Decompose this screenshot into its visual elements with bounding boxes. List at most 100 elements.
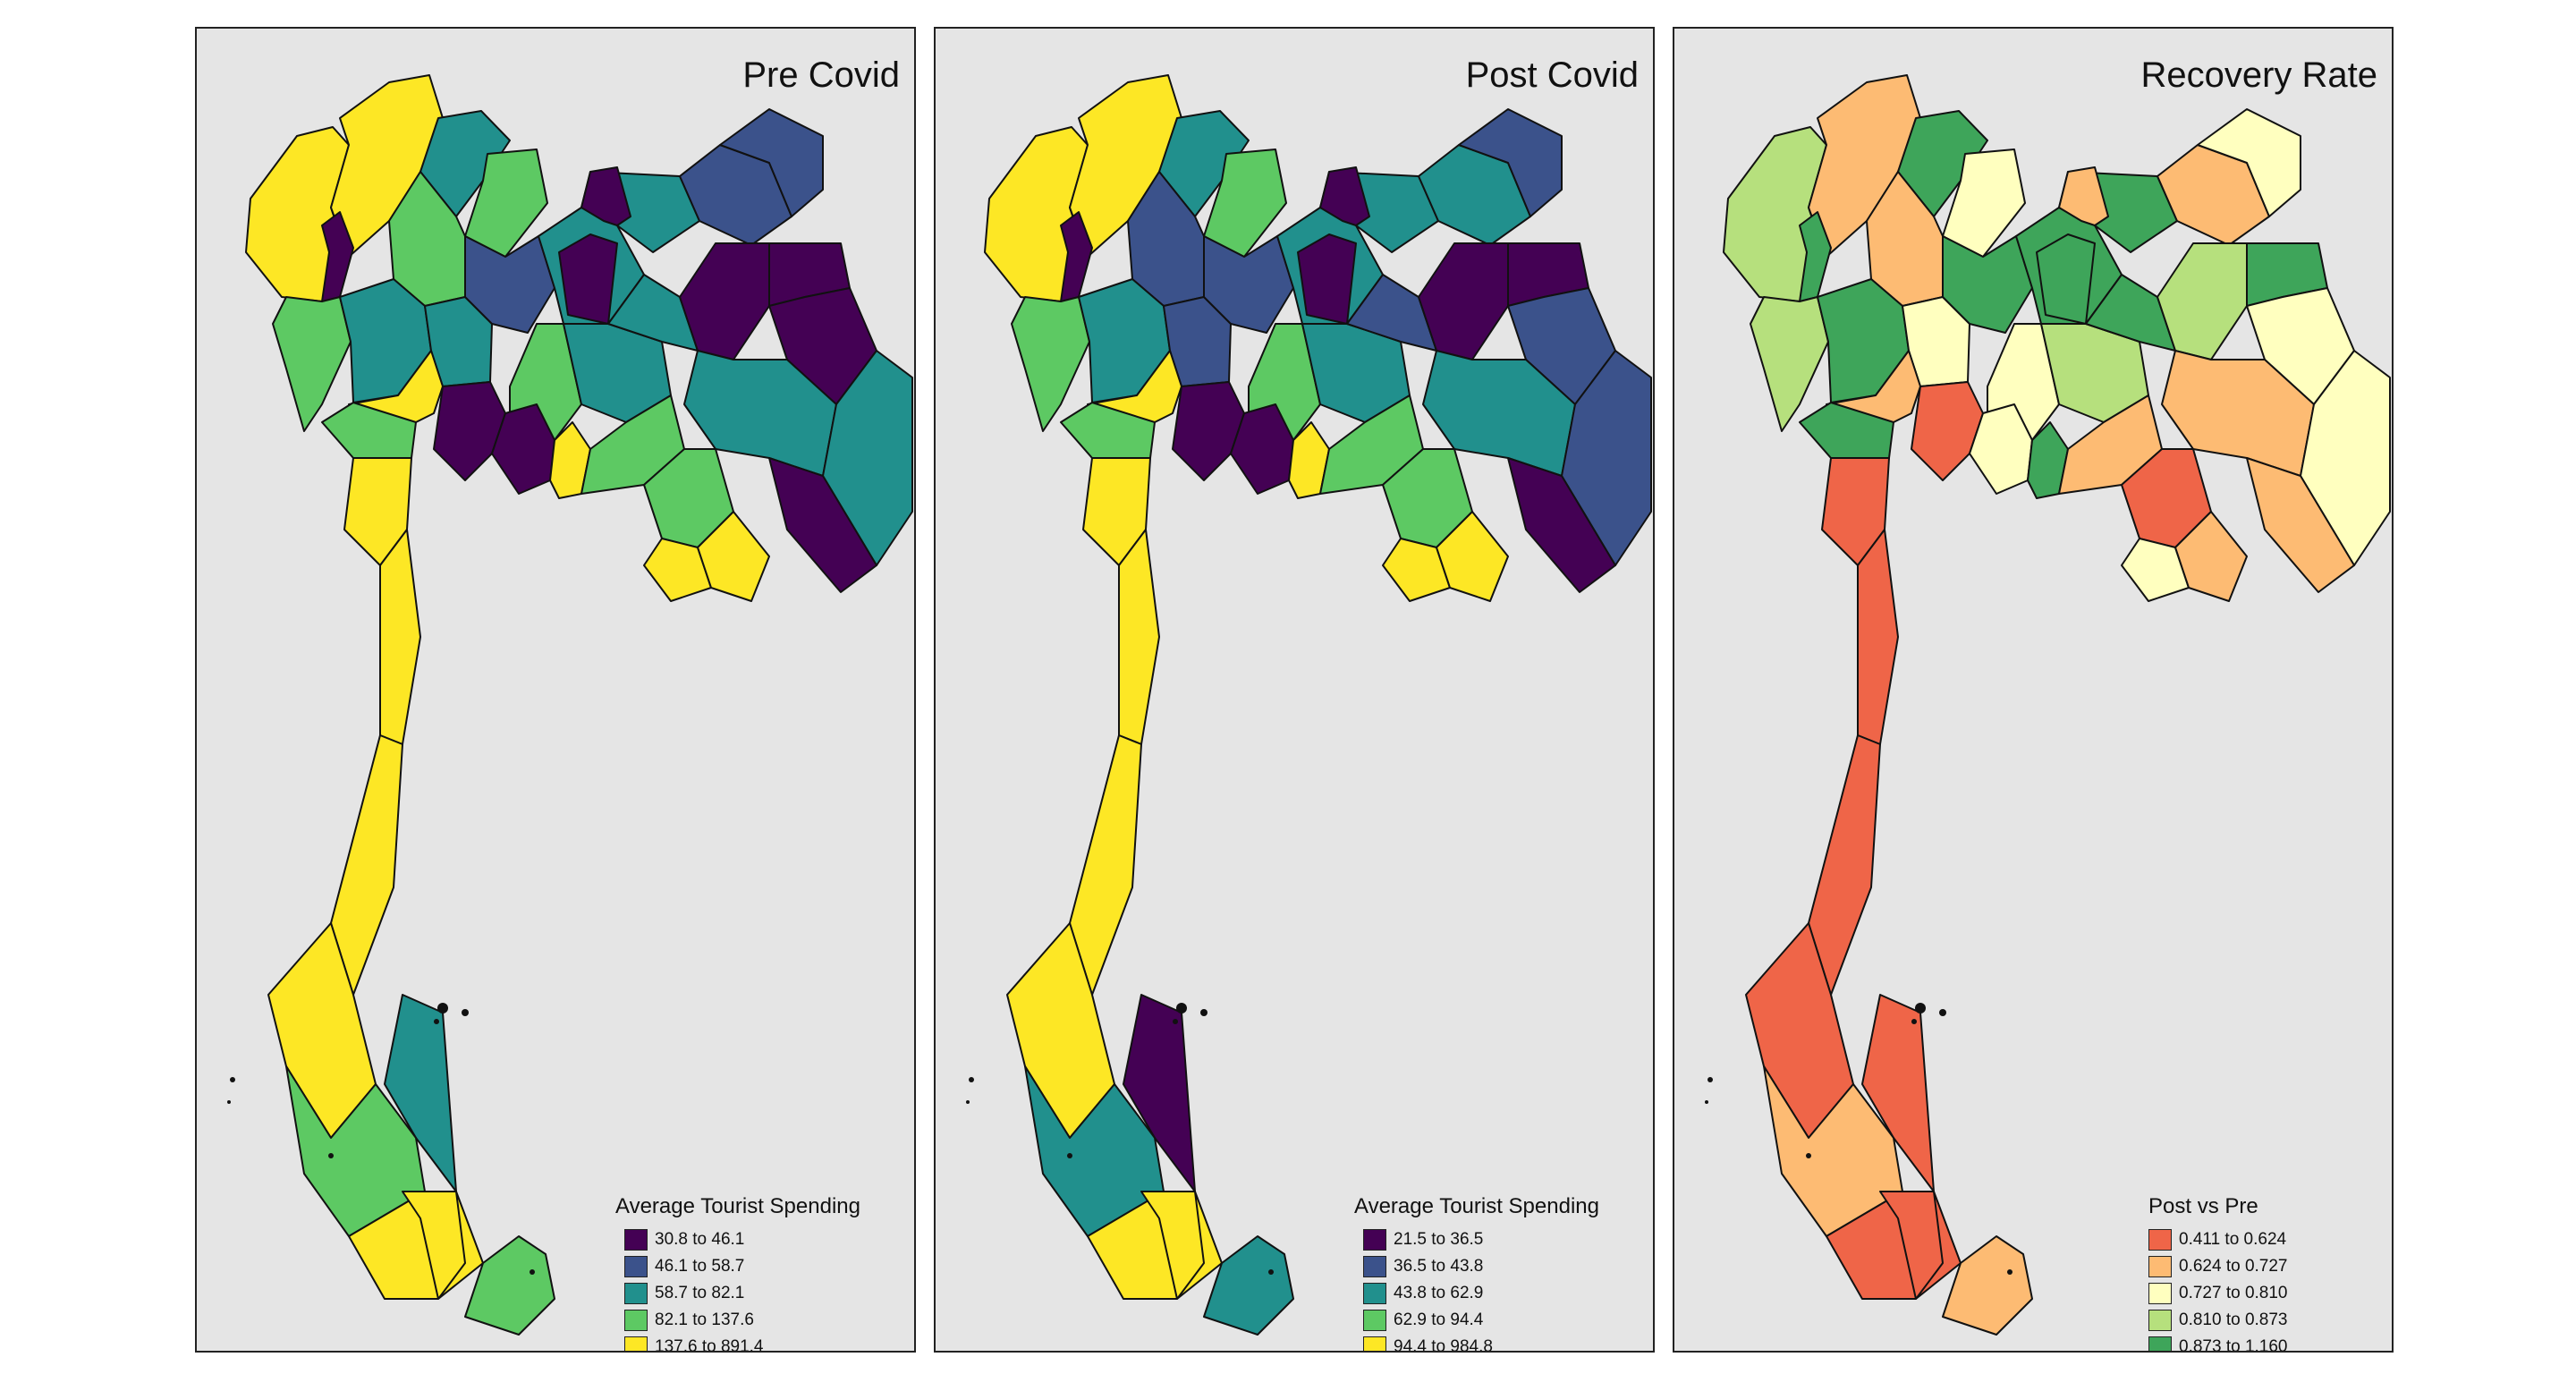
legend-swatch (1363, 1229, 1386, 1251)
legend-swatch (624, 1283, 648, 1304)
province-region (1011, 296, 1090, 432)
legend-label: 94.4 to 984.8 (1394, 1337, 1493, 1353)
legend-item: 0.727 to 0.810 (2140, 1280, 2288, 1307)
legend-item: 0.810 to 0.873 (2140, 1307, 2288, 1334)
province-region (1911, 381, 1984, 481)
island-marker (434, 1019, 439, 1024)
province-region (768, 457, 877, 593)
island-marker (966, 1100, 970, 1104)
province-region (384, 994, 457, 1192)
legend-label: 0.727 to 0.810 (2179, 1284, 2288, 1302)
province-region (719, 108, 824, 217)
legend-swatch (624, 1256, 648, 1277)
legend-item: 0.873 to 1.160 (2140, 1334, 2288, 1351)
legend-label: 62.9 to 94.4 (1394, 1310, 1484, 1329)
legend-swatch (1363, 1283, 1386, 1304)
island-marker (1806, 1153, 1811, 1158)
island-marker (1939, 1009, 1946, 1016)
legend-swatch (624, 1229, 648, 1251)
province-region (558, 233, 618, 325)
province-region (2246, 457, 2355, 593)
legend-item: 94.4 to 984.8 (1354, 1334, 1599, 1353)
legend-swatch (2148, 1229, 2172, 1251)
legend-label: 58.7 to 82.1 (655, 1284, 745, 1302)
panel-recovery-rate: Recovery Rate Post vs Pre 0.411 to 0.624… (1673, 27, 2394, 1353)
legend-item: 62.9 to 94.4 (1354, 1307, 1599, 1334)
legend-label: 0.810 to 0.873 (2179, 1310, 2288, 1329)
province-region (1123, 994, 1196, 1192)
legend-label: 30.8 to 46.1 (655, 1230, 745, 1249)
province-region (433, 381, 506, 481)
legend-title: Average Tourist Spending (615, 1194, 860, 1218)
panel-post-covid: Post Covid Average Tourist Spending 21.5… (934, 27, 1655, 1353)
province-region (1203, 1235, 1294, 1336)
island-marker (1268, 1269, 1274, 1275)
island-marker (530, 1269, 535, 1275)
province-region (379, 529, 421, 745)
thailand-map (1705, 74, 2391, 1336)
province-region (272, 296, 352, 432)
province-region (1069, 734, 1142, 996)
island-marker (227, 1100, 231, 1104)
province-region (1879, 1191, 1944, 1300)
legend-label: 43.8 to 62.9 (1394, 1284, 1484, 1302)
map-legend: Post vs Pre 0.411 to 0.624 0.624 to 0.72… (2140, 1194, 2288, 1351)
island-marker (230, 1077, 235, 1082)
province-region (1118, 529, 1160, 745)
province-region (464, 235, 555, 334)
province-region (1140, 1191, 1205, 1300)
province-region (1382, 538, 1451, 602)
island-marker (1707, 1077, 1713, 1082)
island-marker (1705, 1100, 1708, 1104)
province-region (1808, 734, 1881, 996)
legend-swatch (2148, 1283, 2172, 1304)
province-region (643, 538, 712, 602)
legend-swatch (624, 1336, 648, 1351)
legend-swatch (2148, 1256, 2172, 1277)
island-marker (1176, 1003, 1187, 1014)
legend-item: 36.5 to 43.8 (1354, 1253, 1599, 1280)
legend-label: 46.1 to 58.7 (655, 1257, 745, 1276)
province-region (1507, 457, 1616, 593)
province-region (1861, 994, 1935, 1192)
island-marker (437, 1003, 448, 1014)
island-marker (328, 1153, 334, 1158)
legend-item: 21.5 to 36.5 (1354, 1226, 1599, 1253)
legend-item: 0.411 to 0.624 (2140, 1226, 2288, 1253)
island-marker (1200, 1009, 1208, 1016)
legend-item: 43.8 to 62.9 (1354, 1280, 1599, 1307)
province-region (330, 734, 403, 996)
legend-label: 36.5 to 43.8 (1394, 1257, 1484, 1276)
province-region (1297, 233, 1357, 325)
province-region (1319, 166, 1370, 226)
province-region (402, 1191, 466, 1300)
thailand-map (966, 74, 1652, 1336)
legend-swatch (624, 1310, 648, 1331)
legend-swatch (1363, 1256, 1386, 1277)
legend-item: 58.7 to 82.1 (615, 1280, 860, 1307)
island-marker (2007, 1269, 2012, 1275)
legend-swatch (2148, 1310, 2172, 1331)
legend-item: 82.1 to 137.6 (615, 1307, 860, 1334)
province-region (1203, 235, 1294, 334)
province-region (1458, 108, 1563, 217)
panel-title: Pre Covid (742, 55, 900, 95)
province-region (1024, 1065, 1165, 1237)
map-legend: Average Tourist Spending 30.8 to 46.1 46… (615, 1194, 860, 1351)
province-region (2197, 108, 2301, 217)
province-region (1942, 235, 2033, 334)
province-region (1750, 296, 1829, 432)
panel-title: Recovery Rate (2140, 55, 2377, 95)
legend-label: 82.1 to 137.6 (655, 1310, 754, 1329)
island-marker (1915, 1003, 1926, 1014)
province-region (2121, 538, 2190, 602)
panel-title: Post Covid (1465, 55, 1639, 95)
legend-item: 30.8 to 46.1 (615, 1226, 860, 1253)
province-region (2174, 511, 2248, 602)
island-marker (969, 1077, 974, 1082)
legend-swatch (1363, 1310, 1386, 1331)
province-region (580, 166, 631, 226)
panel-pre-covid: Pre Covid Average Tourist Spending 30.8 … (195, 27, 916, 1353)
province-region (2058, 166, 2109, 226)
island-marker (1911, 1019, 1917, 1024)
